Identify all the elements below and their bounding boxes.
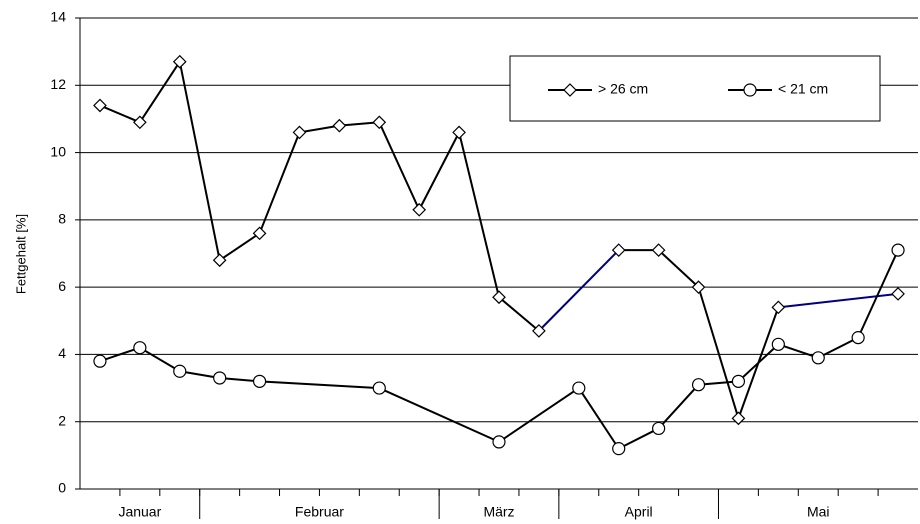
gap-connector — [538, 249, 620, 332]
y-tick-label: 0 — [58, 480, 66, 496]
x-group-label: Mai — [807, 504, 830, 520]
point — [133, 115, 147, 130]
point — [213, 371, 227, 385]
point — [811, 351, 825, 365]
line-segment — [618, 427, 660, 450]
point — [771, 300, 786, 315]
point — [771, 337, 785, 351]
point — [691, 378, 706, 392]
line-segment — [378, 121, 421, 211]
point — [731, 374, 746, 388]
x-group-label: März — [483, 504, 514, 520]
line-segment — [577, 387, 620, 450]
line-segment — [697, 286, 740, 419]
point — [651, 243, 666, 257]
gap-connector — [378, 387, 500, 443]
x-group-label: April — [625, 504, 653, 520]
point — [93, 98, 107, 113]
point — [452, 125, 466, 140]
y-tick-label: 2 — [58, 412, 66, 428]
point — [492, 435, 506, 449]
gap-connector — [778, 292, 899, 309]
point — [332, 118, 347, 133]
line-segment — [778, 343, 819, 359]
y-tick-label: 4 — [58, 345, 66, 361]
line-segment — [418, 131, 460, 211]
line-segment — [258, 132, 301, 234]
y-axis-label: Fettgehalt [%] — [13, 214, 28, 294]
line-segment — [178, 61, 221, 261]
legend-marker — [743, 83, 757, 97]
x-group-label: Februar — [295, 504, 344, 520]
point — [731, 411, 746, 426]
line-segment — [339, 121, 380, 127]
gap-connector — [498, 387, 580, 443]
point — [372, 115, 387, 130]
line-segment — [817, 336, 859, 359]
line-segment — [179, 370, 220, 379]
point — [691, 280, 706, 294]
point — [572, 381, 586, 395]
point — [492, 290, 506, 305]
point — [851, 331, 865, 345]
gap-connector — [259, 380, 380, 390]
point — [173, 364, 187, 378]
point — [891, 243, 905, 257]
line-segment — [458, 132, 500, 298]
point — [412, 202, 427, 217]
legend-label: < 21 cm — [778, 81, 828, 97]
y-tick-label: 12 — [50, 76, 66, 92]
line-segment — [498, 296, 540, 332]
legend-label: > 26 cm — [598, 81, 648, 97]
point — [372, 381, 386, 395]
line-segment — [299, 124, 340, 134]
y-tick-label: 10 — [50, 143, 66, 159]
line-segment — [219, 232, 261, 262]
y-tick-label: 8 — [58, 211, 66, 227]
point — [652, 421, 666, 436]
y-tick-label: 14 — [50, 9, 66, 25]
line-segment — [99, 104, 141, 124]
line-segment — [698, 380, 739, 386]
line-segment — [139, 61, 181, 123]
point — [612, 442, 626, 456]
point — [611, 243, 626, 257]
line-segment — [99, 346, 141, 363]
y-tick-label: 6 — [58, 278, 66, 294]
x-group-label: Januar — [118, 504, 161, 520]
point — [133, 341, 147, 355]
point — [172, 54, 187, 69]
line-segment — [737, 343, 780, 383]
line-segment — [857, 249, 899, 339]
legend-marker — [563, 83, 577, 97]
point — [252, 374, 267, 388]
point — [252, 226, 267, 241]
point — [292, 125, 307, 140]
point — [212, 253, 227, 268]
line-segment — [657, 249, 700, 288]
line-segment — [139, 346, 181, 373]
point — [93, 354, 107, 368]
line-segment — [657, 384, 700, 430]
point — [532, 324, 546, 338]
line-segment — [219, 376, 260, 383]
point — [891, 287, 905, 301]
